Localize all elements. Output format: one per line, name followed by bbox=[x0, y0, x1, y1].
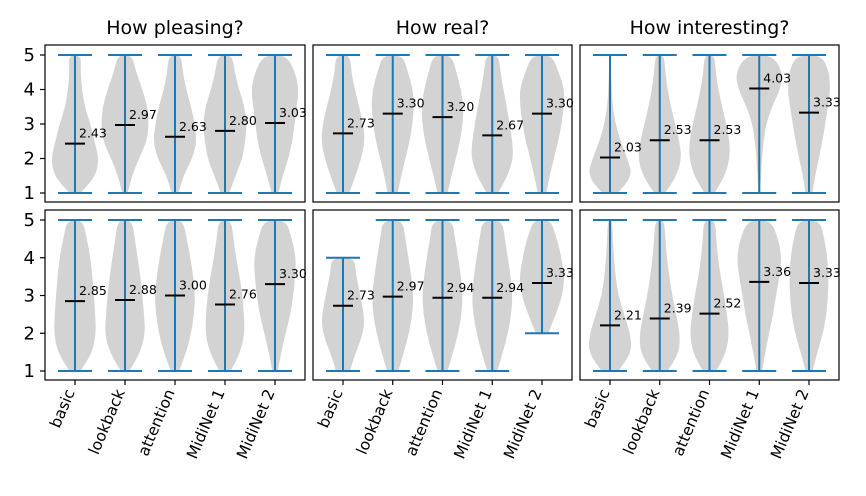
mean-label: 2.67 bbox=[496, 117, 524, 132]
mean-label: 3.30 bbox=[279, 266, 307, 281]
panel: 2.21 2.39 2.52 3.36 3.33 basic lookback attenti… bbox=[579, 209, 841, 462]
mean-label: 2.43 bbox=[79, 126, 107, 141]
y-tick-label: 1 bbox=[24, 361, 35, 382]
panel: 2.03 2.53 2.53 4.03 3.33 bbox=[579, 44, 841, 203]
mean-label: 3.33 bbox=[546, 265, 574, 280]
y-tick-label: 4 bbox=[24, 248, 35, 269]
mean-label: 2.53 bbox=[664, 122, 692, 137]
mean-label: 3.20 bbox=[447, 99, 475, 114]
mean-label: 2.97 bbox=[129, 107, 157, 122]
mean-label: 3.33 bbox=[813, 265, 841, 280]
y-tick-label: 3 bbox=[24, 114, 35, 135]
x-tick-label: lookback bbox=[85, 387, 129, 458]
y-tick-label: 5 bbox=[24, 45, 35, 66]
x-tick-label: basic bbox=[46, 387, 78, 431]
panel: 2.73 3.30 3.20 2.67 3.30 bbox=[312, 44, 574, 203]
x-tick-label: basic bbox=[581, 387, 613, 431]
y-tick-label: 4 bbox=[24, 80, 35, 101]
mean-label: 2.39 bbox=[664, 301, 692, 316]
x-tick-label: basic bbox=[314, 387, 346, 431]
mean-label: 2.73 bbox=[347, 288, 375, 303]
mean-label: 2.94 bbox=[496, 280, 524, 295]
panel-frame bbox=[579, 44, 840, 203]
x-tick-label: MidiNet 1 bbox=[718, 387, 763, 462]
panel: 2.73 2.97 2.94 2.94 3.33 basic lookback attenti… bbox=[312, 209, 574, 462]
mean-label: 2.21 bbox=[614, 307, 642, 322]
column-title: How pleasing? bbox=[106, 17, 244, 39]
mean-label: 3.03 bbox=[279, 105, 307, 120]
mean-label: 2.97 bbox=[397, 279, 425, 294]
mean-label: 4.03 bbox=[763, 70, 791, 85]
mean-label: 2.63 bbox=[179, 119, 207, 134]
mean-label: 3.00 bbox=[179, 278, 207, 293]
x-tick-label: MidiNet 2 bbox=[767, 387, 812, 462]
mean-label: 3.30 bbox=[546, 96, 574, 111]
x-tick-label: MidiNet 1 bbox=[451, 387, 496, 462]
column-title: How real? bbox=[396, 17, 490, 39]
mean-label: 3.33 bbox=[813, 95, 841, 110]
x-tick-label: lookback bbox=[620, 387, 664, 458]
panel-frame bbox=[312, 44, 573, 203]
x-tick-label: MidiNet 2 bbox=[500, 387, 545, 462]
x-tick-label: attention bbox=[134, 387, 178, 459]
panel: 2.43 2.97 2.63 2.80 3.03 1 2 3 4 5 bbox=[24, 44, 307, 204]
mean-label: 2.53 bbox=[714, 122, 742, 137]
x-tick-label: MidiNet 2 bbox=[233, 387, 278, 462]
mean-label: 2.85 bbox=[79, 283, 107, 298]
mean-label: 2.52 bbox=[714, 296, 742, 311]
y-tick-label: 2 bbox=[24, 149, 35, 170]
y-tick-label: 3 bbox=[24, 286, 35, 307]
x-tick-label: attention bbox=[669, 387, 713, 459]
mean-label: 2.76 bbox=[229, 287, 257, 302]
y-tick-label: 1 bbox=[24, 183, 35, 204]
y-tick-label: 2 bbox=[24, 323, 35, 344]
x-tick-label: attention bbox=[402, 387, 446, 459]
mean-label: 3.30 bbox=[397, 96, 425, 111]
mean-label: 3.36 bbox=[763, 264, 791, 279]
mean-label: 2.80 bbox=[229, 113, 257, 128]
x-tick-label: MidiNet 1 bbox=[183, 387, 228, 462]
mean-label: 2.73 bbox=[347, 115, 375, 130]
mean-label: 2.03 bbox=[614, 139, 642, 154]
mean-label: 2.88 bbox=[129, 282, 157, 297]
y-tick-label: 5 bbox=[24, 210, 35, 231]
mean-label: 2.94 bbox=[447, 280, 475, 295]
column-title: How interesting? bbox=[630, 17, 790, 39]
x-tick-label: lookback bbox=[353, 387, 397, 458]
panel: 2.85 2.88 3.00 2.76 3.30 1 2 3 4 5 basic lookback at… bbox=[24, 209, 307, 462]
